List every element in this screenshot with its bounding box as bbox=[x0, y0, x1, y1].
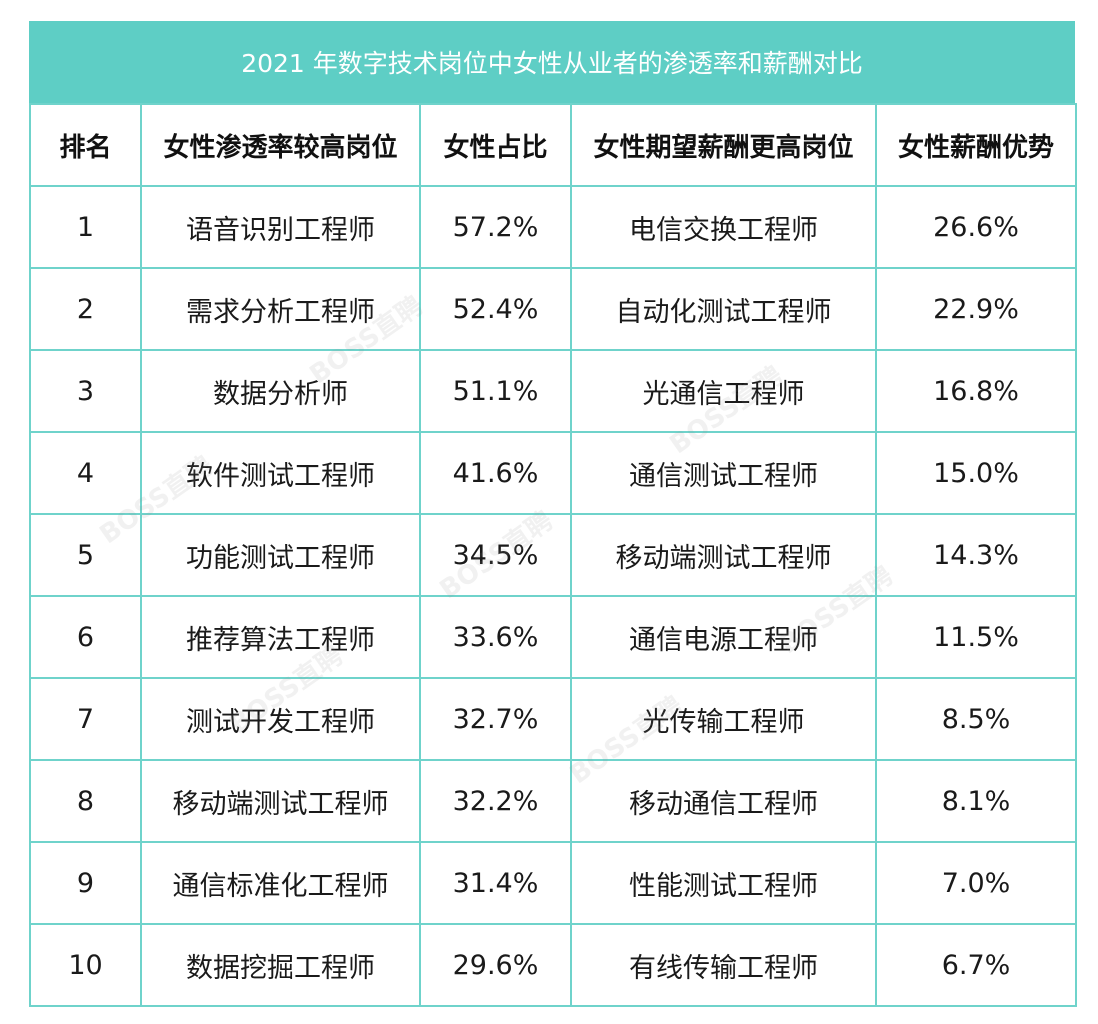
higher-salary-job-cell: 光通信工程师 bbox=[570, 349, 877, 433]
higher-salary-job-cell: 电信交换工程师 bbox=[570, 185, 877, 269]
higher-salary-job-cell: 通信电源工程师 bbox=[570, 595, 877, 679]
female-share-cell: 32.2% bbox=[419, 759, 572, 843]
salary-advantage-cell: 15.0% bbox=[875, 431, 1077, 515]
header-high-penetration-job: 女性渗透率较高岗位 bbox=[140, 103, 421, 187]
rank-cell: 10 bbox=[29, 923, 142, 1007]
high-penetration-job-cell: 需求分析工程师 bbox=[140, 267, 421, 351]
table-row: 3 数据分析师 51.1% 光通信工程师 16.8% bbox=[29, 349, 1077, 433]
salary-advantage-cell: 6.7% bbox=[875, 923, 1077, 1007]
higher-salary-job-cell: 移动端测试工程师 bbox=[570, 513, 877, 597]
high-penetration-job-cell: 软件测试工程师 bbox=[140, 431, 421, 515]
rank-cell: 9 bbox=[29, 841, 142, 925]
female-share-cell: 57.2% bbox=[419, 185, 572, 269]
female-share-cell: 32.7% bbox=[419, 677, 572, 761]
higher-salary-job-cell: 自动化测试工程师 bbox=[570, 267, 877, 351]
high-penetration-job-cell: 数据分析师 bbox=[140, 349, 421, 433]
rank-cell: 8 bbox=[29, 759, 142, 843]
higher-salary-job-cell: 有线传输工程师 bbox=[570, 923, 877, 1007]
table-row: 10 数据挖掘工程师 29.6% 有线传输工程师 6.7% bbox=[29, 923, 1077, 1007]
rank-cell: 3 bbox=[29, 349, 142, 433]
header-rank: 排名 bbox=[29, 103, 142, 187]
table-row: 4 软件测试工程师 41.6% 通信测试工程师 15.0% bbox=[29, 431, 1077, 515]
high-penetration-job-cell: 通信标准化工程师 bbox=[140, 841, 421, 925]
female-share-cell: 33.6% bbox=[419, 595, 572, 679]
header-higher-salary-job: 女性期望薪酬更高岗位 bbox=[570, 103, 877, 187]
rank-cell: 7 bbox=[29, 677, 142, 761]
female-share-cell: 34.5% bbox=[419, 513, 572, 597]
header-salary-advantage: 女性薪酬优势 bbox=[875, 103, 1077, 187]
comparison-table-container: 2021 年数字技术岗位中女性从业者的渗透率和薪酬对比 排名 女性渗透率较高岗位… bbox=[29, 21, 1077, 1007]
table-row: 8 移动端测试工程师 32.2% 移动通信工程师 8.1% bbox=[29, 759, 1077, 843]
header-row: 排名 女性渗透率较高岗位 女性占比 女性期望薪酬更高岗位 女性薪酬优势 bbox=[29, 103, 1077, 187]
table-row: 9 通信标准化工程师 31.4% 性能测试工程师 7.0% bbox=[29, 841, 1077, 925]
salary-advantage-cell: 8.1% bbox=[875, 759, 1077, 843]
female-share-cell: 41.6% bbox=[419, 431, 572, 515]
salary-advantage-cell: 8.5% bbox=[875, 677, 1077, 761]
high-penetration-job-cell: 数据挖掘工程师 bbox=[140, 923, 421, 1007]
salary-advantage-cell: 16.8% bbox=[875, 349, 1077, 433]
salary-advantage-cell: 26.6% bbox=[875, 185, 1077, 269]
table-body: 1 语音识别工程师 57.2% 电信交换工程师 26.6% 2 需求分析工程师 52.4% 自动… bbox=[29, 185, 1077, 1007]
female-share-cell: 52.4% bbox=[419, 267, 572, 351]
comparison-table: 排名 女性渗透率较高岗位 女性占比 女性期望薪酬更高岗位 女性薪酬优势 1 语音识… bbox=[29, 103, 1077, 1007]
high-penetration-job-cell: 移动端测试工程师 bbox=[140, 759, 421, 843]
higher-salary-job-cell: 光传输工程师 bbox=[570, 677, 877, 761]
salary-advantage-cell: 22.9% bbox=[875, 267, 1077, 351]
rank-cell: 2 bbox=[29, 267, 142, 351]
high-penetration-job-cell: 测试开发工程师 bbox=[140, 677, 421, 761]
rank-cell: 6 bbox=[29, 595, 142, 679]
table-row: 6 推荐算法工程师 33.6% 通信电源工程师 11.5% bbox=[29, 595, 1077, 679]
table-row: 5 功能测试工程师 34.5% 移动端测试工程师 14.3% bbox=[29, 513, 1077, 597]
salary-advantage-cell: 7.0% bbox=[875, 841, 1077, 925]
higher-salary-job-cell: 通信测试工程师 bbox=[570, 431, 877, 515]
female-share-cell: 31.4% bbox=[419, 841, 572, 925]
table-title: 2021 年数字技术岗位中女性从业者的渗透率和薪酬对比 bbox=[29, 21, 1075, 103]
salary-advantage-cell: 11.5% bbox=[875, 595, 1077, 679]
higher-salary-job-cell: 性能测试工程师 bbox=[570, 841, 877, 925]
high-penetration-job-cell: 功能测试工程师 bbox=[140, 513, 421, 597]
rank-cell: 5 bbox=[29, 513, 142, 597]
rank-cell: 1 bbox=[29, 185, 142, 269]
female-share-cell: 51.1% bbox=[419, 349, 572, 433]
rank-cell: 4 bbox=[29, 431, 142, 515]
table-row: 1 语音识别工程师 57.2% 电信交换工程师 26.6% bbox=[29, 185, 1077, 269]
high-penetration-job-cell: 语音识别工程师 bbox=[140, 185, 421, 269]
table-row: 7 测试开发工程师 32.7% 光传输工程师 8.5% bbox=[29, 677, 1077, 761]
header-female-share: 女性占比 bbox=[419, 103, 572, 187]
female-share-cell: 29.6% bbox=[419, 923, 572, 1007]
salary-advantage-cell: 14.3% bbox=[875, 513, 1077, 597]
table-row: 2 需求分析工程师 52.4% 自动化测试工程师 22.9% bbox=[29, 267, 1077, 351]
higher-salary-job-cell: 移动通信工程师 bbox=[570, 759, 877, 843]
high-penetration-job-cell: 推荐算法工程师 bbox=[140, 595, 421, 679]
